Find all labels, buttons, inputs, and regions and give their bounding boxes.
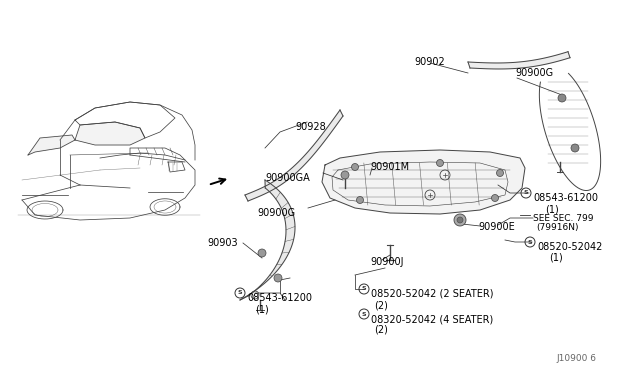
Circle shape: [558, 94, 566, 102]
Circle shape: [454, 214, 466, 226]
Text: S: S: [237, 291, 243, 295]
Text: S: S: [528, 240, 532, 244]
Text: (1): (1): [255, 304, 269, 314]
Text: (2): (2): [374, 300, 388, 310]
Text: 90901M: 90901M: [370, 162, 409, 172]
Text: 08543-61200: 08543-61200: [533, 193, 598, 203]
Text: S: S: [524, 190, 528, 196]
Polygon shape: [28, 135, 75, 155]
Polygon shape: [245, 110, 343, 201]
Circle shape: [274, 274, 282, 282]
Text: 90900G: 90900G: [257, 208, 295, 218]
Text: 90900GA: 90900GA: [265, 173, 310, 183]
Polygon shape: [322, 150, 525, 214]
Text: S: S: [362, 311, 366, 317]
Text: 08520-52042 (2 SEATER): 08520-52042 (2 SEATER): [371, 289, 493, 299]
Text: 08543-61200: 08543-61200: [247, 293, 312, 303]
Text: (1): (1): [545, 204, 559, 214]
Text: (2): (2): [374, 325, 388, 335]
Text: 90900E: 90900E: [478, 222, 515, 232]
Text: 90900G: 90900G: [515, 68, 553, 78]
Polygon shape: [240, 180, 295, 300]
Circle shape: [341, 171, 349, 179]
Text: S: S: [362, 286, 366, 292]
Text: 90900J: 90900J: [370, 257, 403, 267]
Circle shape: [457, 217, 463, 223]
Polygon shape: [75, 122, 145, 145]
Text: 90903: 90903: [207, 238, 238, 248]
Text: J10900 6: J10900 6: [556, 354, 596, 363]
Circle shape: [356, 196, 364, 203]
Text: 08320-52042 (4 SEATER): 08320-52042 (4 SEATER): [371, 314, 493, 324]
Polygon shape: [468, 52, 570, 69]
Text: 08520-52042: 08520-52042: [537, 242, 602, 252]
Circle shape: [571, 144, 579, 152]
Circle shape: [492, 195, 499, 202]
Text: SEE SEC. 799: SEE SEC. 799: [533, 214, 593, 223]
Circle shape: [436, 160, 444, 167]
Circle shape: [258, 249, 266, 257]
Text: (79916N): (79916N): [536, 223, 579, 232]
Circle shape: [351, 164, 358, 170]
Text: (1): (1): [549, 253, 563, 263]
Text: 90928: 90928: [295, 122, 326, 132]
Circle shape: [497, 170, 504, 176]
Text: 90902: 90902: [415, 57, 445, 67]
